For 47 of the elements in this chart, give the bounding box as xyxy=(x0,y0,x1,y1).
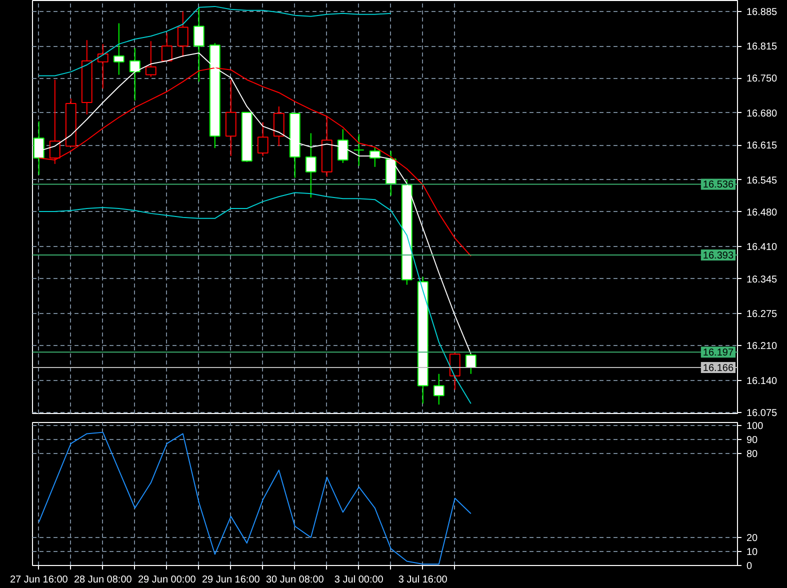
candlestick xyxy=(49,79,60,164)
line-series xyxy=(38,432,472,565)
candlestick xyxy=(257,122,268,156)
x-tick-label: 3 Jul 00:00 xyxy=(334,574,384,586)
y-tick-label: 90 xyxy=(746,434,758,446)
candlestick xyxy=(97,44,108,90)
y-tick-label: 16.680 xyxy=(746,108,778,120)
candlestick xyxy=(273,106,284,147)
y-tick-label: 16.545 xyxy=(746,175,778,186)
y-tick-label: 16.815 xyxy=(746,42,778,53)
candlestick xyxy=(433,373,444,406)
candlestick xyxy=(177,10,188,58)
y-tick-label: 100 xyxy=(746,420,764,432)
y-tick-label: 20 xyxy=(746,532,758,544)
y-tick-label: 0 xyxy=(746,561,752,572)
candlestick xyxy=(353,134,364,166)
line-series xyxy=(38,6,392,76)
x-tick-label: 29 Jun 16:00 xyxy=(202,574,260,586)
y-tick-label: 16.275 xyxy=(746,308,778,320)
candlestick xyxy=(337,128,348,164)
y-tick-label: 16.140 xyxy=(746,376,778,387)
y-tick-label: 16.885 xyxy=(746,6,778,18)
x-tick-label: 30 Jun 08:00 xyxy=(266,574,324,586)
candlestick xyxy=(449,352,460,390)
y-tick-label: 16.480 xyxy=(746,207,778,218)
y-tick-label: 16.750 xyxy=(746,74,778,85)
y-tick-label: 16.345 xyxy=(746,274,778,286)
x-tick-label: 28 Jun 08:00 xyxy=(74,574,132,586)
candlestick xyxy=(145,40,156,78)
x-tick-label: 27 Jun 16:00 xyxy=(10,574,68,586)
candlestick xyxy=(161,32,172,62)
y-tick-label: 10 xyxy=(746,546,758,558)
candlestick xyxy=(305,132,316,198)
ref-line-label: 16.166 xyxy=(702,362,734,374)
y-tick-label: 16.615 xyxy=(746,140,778,152)
x-tick-label: 3 Jul 16:00 xyxy=(398,574,448,586)
ref-line-label: 16.536 xyxy=(702,180,734,191)
ref-line-label: 16.393 xyxy=(702,250,734,262)
x-tick-label: 29 Jun 00:00 xyxy=(138,574,196,586)
y-tick-label: 16.410 xyxy=(746,242,778,254)
candlestick xyxy=(225,79,236,156)
y-tick-label: 80 xyxy=(746,448,758,460)
y-tick-label: 16.075 xyxy=(746,408,778,420)
candlestick xyxy=(113,22,124,76)
line-series xyxy=(38,192,472,404)
ref-line-label: 16.197 xyxy=(702,348,734,359)
y-tick-label: 16.210 xyxy=(746,341,778,352)
